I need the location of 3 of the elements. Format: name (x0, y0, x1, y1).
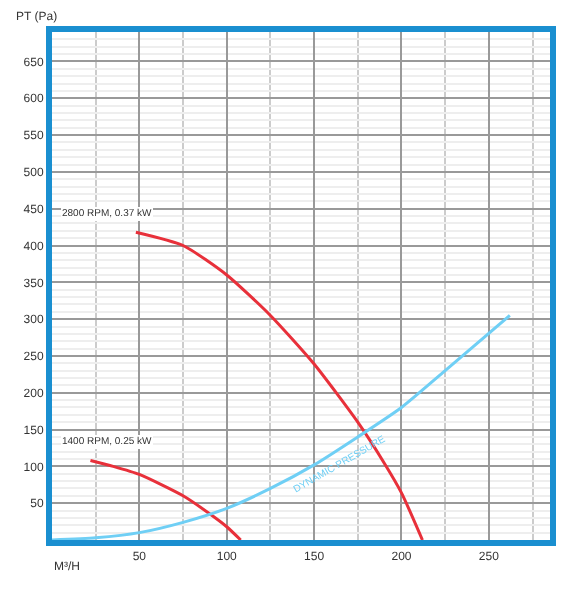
line-series (88, 458, 243, 540)
line-series (52, 313, 512, 540)
line-series (134, 230, 424, 540)
